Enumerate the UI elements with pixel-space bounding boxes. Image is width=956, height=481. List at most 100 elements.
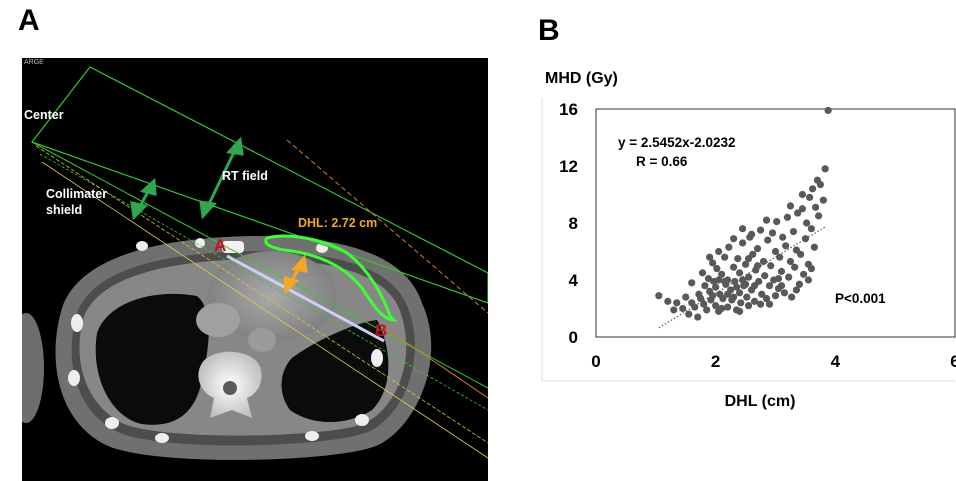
- data-point: [744, 273, 753, 281]
- y-axis-title: MHD (Gy): [545, 70, 618, 87]
- data-point: [762, 294, 771, 303]
- data-point: [709, 259, 717, 267]
- data-point: [709, 292, 717, 300]
- data-point: [724, 303, 732, 311]
- ct-scan-image: [22, 66, 488, 460]
- data-point: [753, 245, 762, 253]
- data-point: [706, 253, 714, 261]
- rt-field-inner-line: [31, 141, 488, 389]
- data-point: [777, 282, 786, 290]
- y-tick-label: 8: [569, 214, 578, 233]
- data-point: [724, 290, 732, 298]
- collimater-label: Collimater shield: [46, 187, 107, 218]
- data-point: [733, 283, 741, 291]
- data-point: [682, 293, 690, 301]
- left-lung: [281, 320, 389, 422]
- data-point: [712, 283, 720, 291]
- y-tick-label: 0: [569, 328, 578, 347]
- dhl-label: DHL: 2.72 cm: [298, 216, 378, 230]
- data-point: [786, 257, 795, 266]
- data-point: [750, 282, 759, 290]
- data-point: [777, 267, 786, 276]
- data-point: [664, 297, 672, 305]
- regression-equation: y = 2.5452x-2.0232: [618, 135, 735, 150]
- data-point: [743, 293, 751, 301]
- plot-area: 0 4 8 12 16 0 2 4 6: [541, 98, 956, 382]
- spinal-canal: [223, 381, 237, 395]
- data-point: [744, 302, 753, 310]
- data-point: [738, 276, 747, 284]
- data-point: [741, 260, 750, 268]
- heart-contour: [264, 234, 398, 322]
- data-point: [771, 292, 780, 300]
- data-point: [737, 299, 745, 307]
- data-point: [795, 280, 804, 288]
- center-label: Center: [24, 108, 64, 122]
- x-tick-label: 6: [950, 352, 956, 371]
- collimator-line-3: [41, 161, 488, 459]
- collimater-text: Collimater: [46, 187, 108, 201]
- data-point: [801, 235, 810, 243]
- collimator-arrow: [130, 177, 157, 221]
- aorta: [196, 303, 240, 337]
- collimator-line-2: [35, 145, 488, 444]
- data-point: [780, 289, 789, 297]
- rt-field-label: RT field: [222, 169, 268, 183]
- data-point: [758, 290, 766, 298]
- y-tick-label: 12: [559, 157, 578, 176]
- data-point: [718, 304, 726, 313]
- data-point: [816, 180, 824, 189]
- data-point: [791, 263, 799, 271]
- data-point: [808, 185, 817, 193]
- data-point: [768, 229, 777, 237]
- data-point: [730, 263, 738, 271]
- data-point: [814, 212, 823, 220]
- data-point: [673, 299, 681, 307]
- right-lung: [95, 293, 209, 425]
- data-point: [786, 202, 795, 210]
- data-point: [697, 294, 705, 303]
- arm-slice: [22, 313, 44, 423]
- ct-corner-text: ARGE: [24, 59, 44, 66]
- data-point: [804, 276, 813, 284]
- ct-image-panel: ARGE Center RT field Collimater shield D…: [22, 58, 488, 481]
- data-point: [824, 106, 832, 115]
- data-point: [807, 225, 815, 233]
- x-tick-label: 0: [591, 352, 600, 371]
- data-point: [694, 313, 702, 321]
- data-point: [797, 250, 805, 258]
- data-point: [821, 165, 829, 173]
- data-point: [715, 247, 723, 256]
- data-point: [750, 297, 759, 305]
- y-tick-label: 4: [569, 271, 579, 290]
- point-b-label: B: [375, 321, 388, 340]
- data-point: [701, 282, 709, 290]
- r-value: R = 0.66: [636, 154, 688, 169]
- data-point: [806, 193, 814, 201]
- panel-b-letter: B: [538, 14, 560, 47]
- data-point: [798, 205, 807, 213]
- data-point: [730, 235, 738, 243]
- scatter-chart: MHD (Gy) DHL (cm) 0 4 8 12 16 0 2 4 6 y = 2.5452…: [541, 70, 956, 410]
- data-point: [765, 282, 774, 290]
- data-point: [807, 265, 815, 273]
- data-point: [698, 269, 707, 277]
- data-point: [721, 277, 729, 286]
- data-point: [798, 190, 807, 199]
- data-point: [670, 306, 678, 314]
- x-axis-title: DHL (cm): [725, 393, 796, 410]
- data-point: [756, 300, 765, 308]
- data-point: [803, 219, 811, 227]
- ab-line: [226, 254, 385, 343]
- y-tick-label: 16: [559, 100, 578, 119]
- data-point: [774, 274, 783, 283]
- data-point: [691, 303, 699, 311]
- data-point: [730, 293, 738, 301]
- data-point: [738, 239, 747, 247]
- data-point: [734, 255, 742, 263]
- data-point: [753, 262, 762, 270]
- data-point: [700, 300, 708, 308]
- data-point: [712, 302, 720, 310]
- data-point: [794, 209, 802, 217]
- rt-field-arrow: [199, 136, 244, 220]
